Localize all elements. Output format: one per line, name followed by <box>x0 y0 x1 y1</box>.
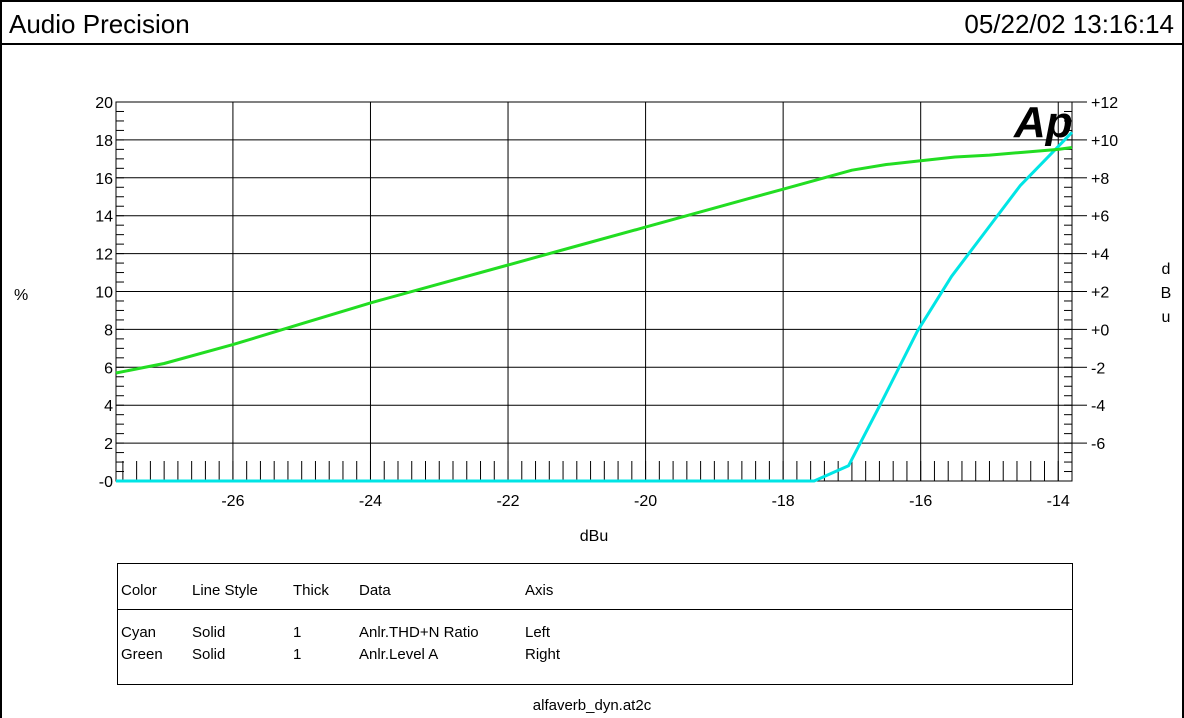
series-line-1 <box>116 131 1074 483</box>
y-left-tick-label: 12 <box>95 247 113 264</box>
axis-labels: -26 -24 -22 -20 -18 -16 -14 -0 2 4 6 8 10 12 14 16 18 20 -… <box>14 95 1171 545</box>
y-right-tick-label: +2 <box>1091 285 1109 302</box>
legend-header-color: Color <box>121 582 157 599</box>
y-right-axis-title-char: B <box>1161 285 1172 302</box>
legend-table: Color Line Style Thick Data Axis Cyan So… <box>117 563 1073 685</box>
y-right-tick-label: -2 <box>1091 360 1105 377</box>
legend-row-1-axis: Left <box>525 624 551 641</box>
legend-header-axis: Axis <box>525 582 554 599</box>
file-name: alfaverb_dyn.at2c <box>532 697 652 714</box>
y-right-tick-label: +10 <box>1091 133 1118 150</box>
y-left-tick-label: 14 <box>95 209 113 226</box>
x-tick-label: -22 <box>496 493 519 510</box>
y-left-tick-label: 16 <box>95 171 113 188</box>
legend-row-2-data: Anlr.Level A <box>359 646 439 663</box>
legend-row-1-style: Solid <box>192 624 226 641</box>
legend-row-1-thick: 1 <box>293 624 302 641</box>
minor-ticks <box>116 101 1087 482</box>
legend-row-1-color: Cyan <box>121 624 157 641</box>
legend-row-2-thick: 1 <box>293 646 302 663</box>
legend-header-data: Data <box>359 582 391 599</box>
y-right-tick-label: +0 <box>1091 322 1109 339</box>
app-title: Audio Precision <box>9 9 190 39</box>
y-left-tick-label: 10 <box>95 285 113 302</box>
legend-header-separator <box>118 609 1072 610</box>
y-right-tick-label: +6 <box>1091 209 1109 226</box>
legend-row-1-data: Anlr.THD+N Ratio <box>359 624 479 641</box>
timestamp: 05/22/02 13:16:14 <box>964 9 1174 39</box>
y-left-tick-label: -0 <box>99 474 113 491</box>
x-tick-label: -16 <box>909 493 932 510</box>
series-layer <box>115 131 1074 483</box>
chart-grid <box>115 101 1073 482</box>
ap-logo-icon: Ap <box>1013 98 1073 147</box>
y-right-tick-label: +12 <box>1091 95 1118 112</box>
y-left-tick-label: 18 <box>95 133 113 150</box>
x-tick-label: -24 <box>359 493 382 510</box>
x-tick-label: -26 <box>221 493 244 510</box>
y-right-tick-label: -4 <box>1091 398 1105 415</box>
legend-row-2-color: Green <box>121 646 163 663</box>
y-left-tick-label: 4 <box>104 398 113 415</box>
legend-header-thick: Thick <box>293 582 329 599</box>
legend-row-2-style: Solid <box>192 646 226 663</box>
legend-row-2-axis: Right <box>525 646 561 663</box>
y-right-tick-label: -6 <box>1091 436 1105 453</box>
x-tick-label: -14 <box>1047 493 1070 510</box>
x-tick-label: -18 <box>772 493 795 510</box>
y-left-tick-label: 8 <box>104 322 113 339</box>
y-right-tick-label: +4 <box>1091 247 1109 264</box>
y-right-axis-title-char: d <box>1162 261 1171 278</box>
legend-header-line-style: Line Style <box>192 582 258 599</box>
y-left-tick-label: 2 <box>104 436 113 453</box>
y-left-tick-label: 6 <box>104 360 113 377</box>
x-axis-title: dBu <box>580 528 608 545</box>
y-left-tick-label: 20 <box>95 95 113 112</box>
y-left-axis-title: % <box>14 287 28 304</box>
y-right-tick-label: +8 <box>1091 171 1109 188</box>
x-tick-label: -20 <box>634 493 657 510</box>
series-line-2 <box>115 146 1073 375</box>
header-divider <box>2 43 1182 45</box>
y-right-axis-title-char: u <box>1162 309 1171 326</box>
